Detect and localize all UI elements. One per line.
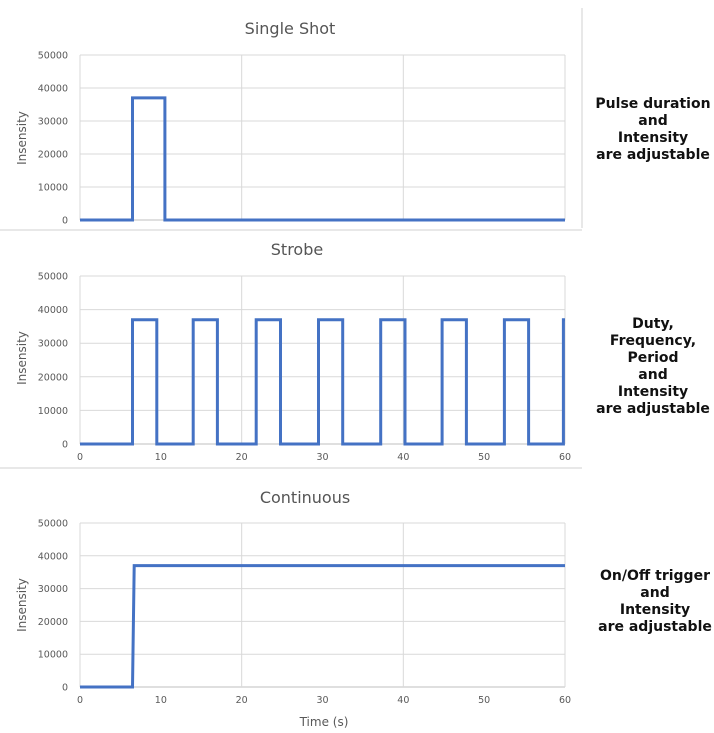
x-axis-title: Time (s) xyxy=(299,715,349,729)
note-line: Period xyxy=(627,350,678,366)
note-line: Intensity xyxy=(618,384,688,400)
y-tick-label: 10000 xyxy=(38,183,68,194)
series-line xyxy=(80,318,565,446)
y-tick-label: 40000 xyxy=(38,305,68,316)
x-tick-label: 50 xyxy=(478,695,490,706)
note-line: Frequency, xyxy=(610,333,696,349)
y-tick-label: 10000 xyxy=(38,650,68,661)
note-line: Pulse duration xyxy=(595,96,710,112)
y-tick-labels: 0 10000 20000 30000 40000 50000 xyxy=(38,272,68,451)
x-tick-label: 0 xyxy=(77,452,83,463)
y-tick-labels: 0 10000 20000 30000 40000 50000 xyxy=(38,519,68,694)
chart-continuous: Continuous 0 10000 20000 30000 40000 50000 0 1… xyxy=(15,488,712,729)
note-line: and xyxy=(638,367,667,383)
y-tick-label: 30000 xyxy=(38,339,68,350)
x-tick-label: 20 xyxy=(236,452,248,463)
x-tick-label: 20 xyxy=(236,695,248,706)
chart-title: Continuous xyxy=(260,488,350,507)
grid xyxy=(79,54,566,221)
chart-single-shot: Single Shot 0 10000 20000 30000 40000 50000 I… xyxy=(15,19,711,227)
x-tick-label: 10 xyxy=(155,452,167,463)
x-tick-label: 60 xyxy=(559,695,571,706)
x-tick-label: 10 xyxy=(155,695,167,706)
y-tick-labels: 0 10000 20000 30000 40000 50000 xyxy=(38,51,68,227)
y-tick-label: 50000 xyxy=(38,519,68,530)
x-tick-labels: 0 10 20 30 40 50 60 xyxy=(77,695,571,706)
y-tick-label: 10000 xyxy=(38,406,68,417)
note-line: are adjustable xyxy=(598,619,712,635)
y-tick-label: 0 xyxy=(62,216,68,227)
y-tick-label: 50000 xyxy=(38,51,68,62)
y-axis-title: Insensity xyxy=(15,111,29,165)
x-tick-label: 40 xyxy=(397,452,409,463)
x-tick-labels: 0 10 20 30 40 50 60 xyxy=(77,452,571,463)
y-tick-label: 40000 xyxy=(38,551,68,562)
y-tick-label: 30000 xyxy=(38,584,68,595)
y-tick-label: 20000 xyxy=(38,617,68,628)
y-tick-label: 20000 xyxy=(38,150,68,161)
series-line xyxy=(80,96,565,222)
y-tick-label: 20000 xyxy=(38,372,68,383)
x-tick-label: 50 xyxy=(478,452,490,463)
y-tick-label: 0 xyxy=(62,440,68,451)
chart-strobe: Strobe 0 10000 20000 30000 40000 50000 0 10 20 3… xyxy=(15,240,710,463)
y-axis-title: Insensity xyxy=(15,331,29,385)
note-line: and xyxy=(640,585,669,601)
y-tick-label: 50000 xyxy=(38,272,68,283)
note-line: On/Off trigger xyxy=(600,568,710,584)
note-line: are adjustable xyxy=(596,401,710,417)
y-axis-title: Insensity xyxy=(15,578,29,632)
y-tick-label: 40000 xyxy=(38,84,68,95)
x-tick-label: 0 xyxy=(77,695,83,706)
x-tick-label: 30 xyxy=(316,452,328,463)
note-line: are adjustable xyxy=(596,147,710,163)
note-line: Intensity xyxy=(618,130,688,146)
note-line: Intensity xyxy=(620,602,690,618)
x-tick-label: 60 xyxy=(559,452,571,463)
series-line xyxy=(80,564,565,689)
note-line: Duty, xyxy=(632,316,674,332)
y-tick-label: 30000 xyxy=(38,117,68,128)
grid xyxy=(79,275,566,445)
note-line: and xyxy=(638,113,667,129)
x-tick-label: 30 xyxy=(316,695,328,706)
chart-title: Single Shot xyxy=(245,19,336,38)
x-tick-label: 40 xyxy=(397,695,409,706)
y-tick-label: 0 xyxy=(62,683,68,694)
chart-title: Strobe xyxy=(271,240,323,259)
panel-separators xyxy=(0,8,583,469)
grid xyxy=(79,522,566,688)
